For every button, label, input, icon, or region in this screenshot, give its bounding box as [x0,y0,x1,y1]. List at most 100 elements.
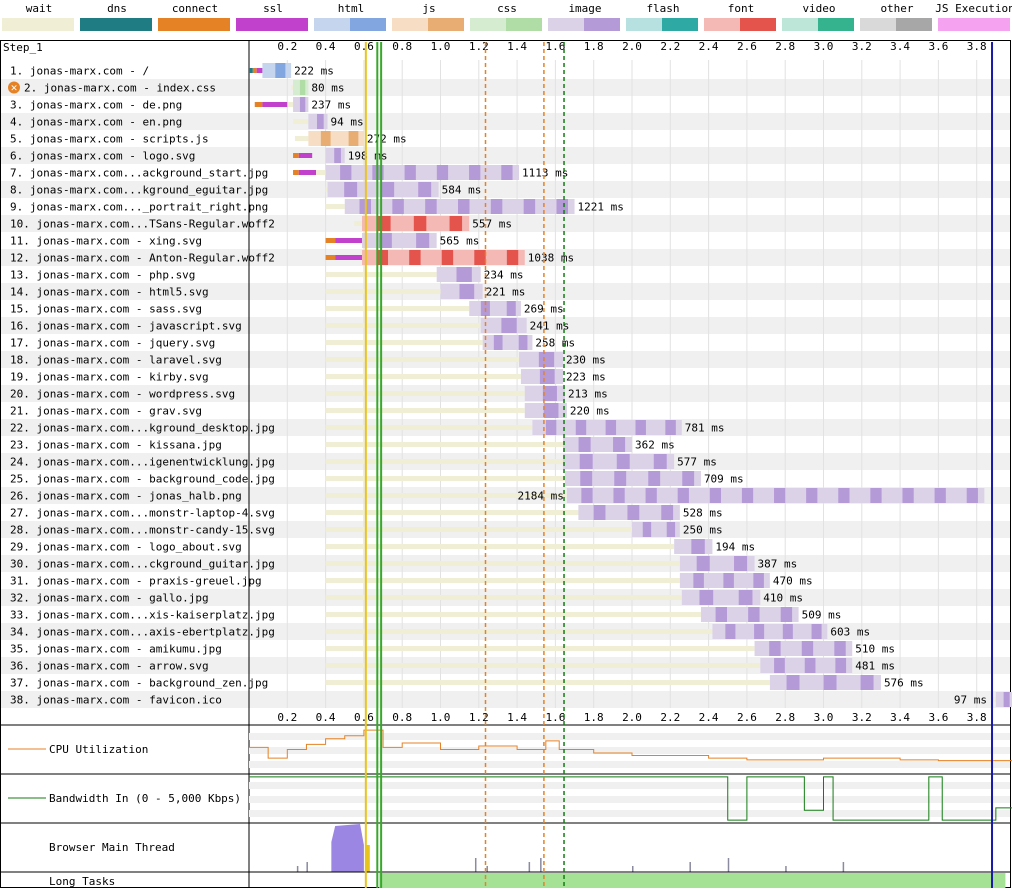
tick-label-bottom: 1.2 [469,711,489,724]
download-chunk [493,335,503,350]
download-chunk [934,488,946,503]
timing-markers [364,42,994,888]
legend-label-11: other [880,2,913,15]
tick-label-bottom: 1.8 [584,711,604,724]
timing-label: 709 ms [704,473,744,486]
wait-bar [325,561,680,566]
download-chunk [418,182,432,197]
panel-band [249,796,1010,803]
dns-bar [249,68,253,73]
error-icon-glyph: ✕ [11,81,18,94]
row-bg [0,283,1010,300]
legend-swatch2-12 [974,18,1010,31]
download-chunk [474,250,486,265]
download-chunk [723,573,734,588]
bandwidth-panel: Bandwidth In (0 - 5,000 Kbps) [0,773,1012,821]
download-chunk [665,420,676,435]
tick-label-top: 1.8 [584,40,604,53]
tick-label-top: 1.4 [507,40,527,53]
download-bar [712,624,828,639]
download-chunk [966,488,978,503]
request-label: 38. jonas-marx.com - favicon.ico [10,694,222,707]
main-thread-activity [474,858,477,872]
main-thread-activity [528,862,531,872]
request-label: 20. jonas-marx.com - wordpress.svg [10,388,235,401]
tick-label-bottom: 0.4 [316,711,336,724]
download-chunk [801,641,814,656]
download-chunk [545,420,557,435]
download-chunk [635,420,646,435]
tick-label-top: 1.2 [469,40,489,53]
request-label: 37. jonas-marx.com - background_zen.jpg [10,677,268,690]
tick-label-top: 0.2 [277,40,297,53]
download-chunk [754,624,765,639]
tick-label-top: 3.4 [890,40,910,53]
legend-label-10: video [802,2,835,15]
download-chunk [682,471,695,486]
legend-swatch-10 [782,18,818,31]
download-chunk [725,624,736,639]
download-chunk [1003,692,1010,707]
timing-label: 528 ms [683,507,723,520]
download-chunk [413,216,427,231]
download-chunk [501,318,517,333]
tick-label-bottom: 0.6 [354,711,374,724]
timing-label: 80 ms [311,82,344,95]
download-chunk [738,590,753,605]
request-label: 9. jonas-marx.com..._portrait_right.png [10,201,268,214]
legend-swatch-0 [2,18,38,31]
wait-bar [325,680,770,685]
long-tasks-panel: Long Tasks [0,871,1010,888]
request-label: 11. jonas-marx.com - xing.svg [10,235,202,248]
timing-label: 250 ms [683,524,723,537]
request-label: 6. jonas-marx.com - logo.svg [10,150,195,163]
legend-swatch2-0 [38,18,74,31]
download-chunk [811,624,822,639]
legend-swatch-4 [314,18,350,31]
legend-swatch-5 [392,18,428,31]
timing-label: 97 ms [954,694,987,707]
download-chunk [627,505,640,520]
timing-label: 230 ms [566,354,606,367]
main-thread-activity [306,862,308,872]
wait-bar [325,408,525,413]
wait-bar [316,170,326,175]
timing-label: 603 ms [830,626,870,639]
download-chunk [348,131,359,146]
wait-bar [325,476,565,481]
tick-label-bottom: 1.0 [431,711,451,724]
request-label: 7. jonas-marx.com...ackground_start.jpg [10,167,268,180]
request-label: 29. jonas-marx.com - logo_about.svg [10,541,242,554]
legend-label-6: css [497,2,517,15]
wait-bar [325,612,701,617]
download-chunk [340,165,352,180]
row-bg [0,215,1010,232]
wait-bar [325,340,483,345]
download-chunk [902,488,914,503]
download-chunk [543,403,559,418]
wait-bar [992,697,996,702]
tick-label-bottom: 1.6 [545,711,565,724]
request-label: 2. jonas-marx.com - index.css [24,82,216,95]
download-chunk [416,233,430,248]
request-label: 8. jonas-marx.com...kground_eguitar.jpg [10,184,268,197]
download-chunk [860,675,874,690]
download-chunk [539,369,555,384]
download-chunk [734,556,748,571]
tick-label-top: 2.6 [737,40,757,53]
legend-label-5: js [422,2,435,15]
download-chunk [699,590,714,605]
legend-swatch-1 [80,18,116,31]
tick-label-top: 2.8 [775,40,795,53]
download-chunk [648,471,661,486]
download-chunk [334,148,341,163]
tick-label-top: 0.4 [316,40,336,53]
legend-label-8: flash [646,2,679,15]
wait-bar [293,119,309,124]
request-label: 17. jonas-marx.com - jquery.svg [10,337,215,350]
connect-bar [293,153,299,158]
download-chunk [316,114,324,129]
timing-label: 234 ms [484,269,524,282]
wait-bar [325,544,675,549]
download-chunk [459,284,475,299]
